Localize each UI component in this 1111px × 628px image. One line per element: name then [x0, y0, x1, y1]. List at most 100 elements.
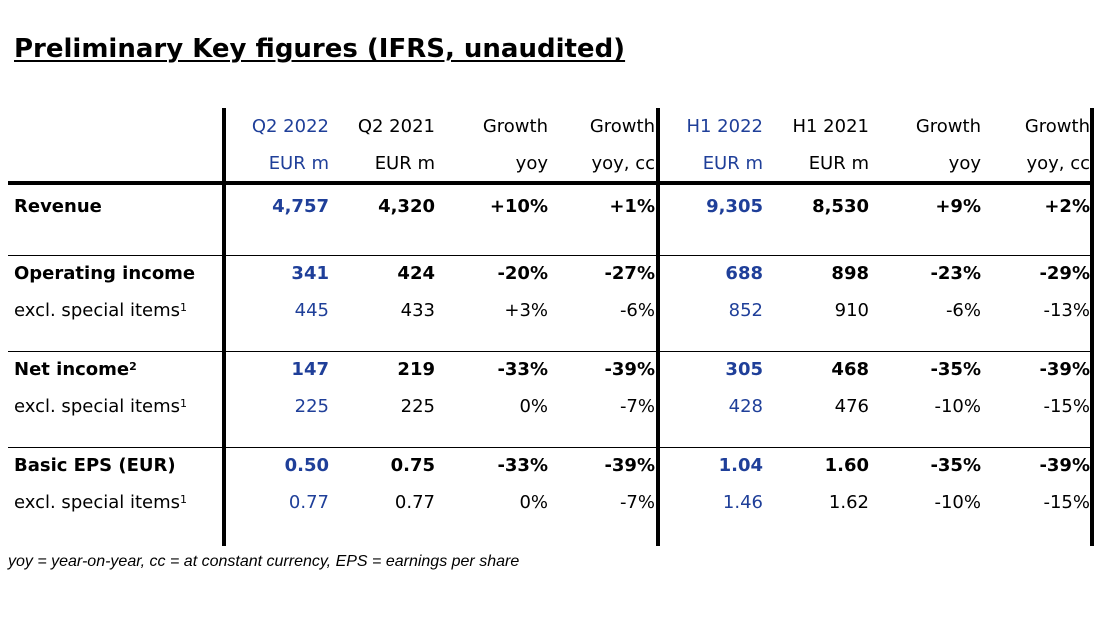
page-title: Preliminary Key figures (IFRS, unaudited…: [14, 34, 626, 64]
table-cell: -33%: [497, 455, 548, 476]
row-label-text: Basic EPS (EUR): [14, 455, 176, 476]
table-cell: 147: [291, 359, 329, 380]
row-label-text: excl. special items: [14, 396, 181, 417]
table-cell: 0.77: [288, 492, 329, 513]
row-label: excl. special items1: [14, 492, 187, 514]
row-divider-1: [8, 255, 1094, 256]
table-cell: -20%: [497, 263, 548, 284]
table-cell: 428: [728, 396, 763, 417]
table-cell: 0.77: [394, 492, 435, 513]
key-figures-table: Q2 2022 EUR m Q2 2021 EUR m Growth yoy Growth y…: [8, 108, 1094, 546]
table-cell: -6%: [945, 300, 981, 321]
footnote-marker: 1: [180, 493, 188, 506]
table-cell: 225: [294, 396, 329, 417]
table-cell: 1.62: [828, 492, 869, 513]
table-cell: 1.60: [824, 455, 869, 476]
table-cell: 219: [397, 359, 435, 380]
table-cell: -39%: [1039, 455, 1090, 476]
table-cell: 4,320: [378, 196, 435, 217]
table-cell: 0%: [519, 492, 548, 513]
column-header-2-line2: EUR m: [374, 153, 435, 174]
column-header-7-line2: yoy: [948, 153, 981, 174]
table-cell: 433: [400, 300, 435, 321]
row-label: excl. special items1: [14, 396, 187, 418]
table-cell: -13%: [1043, 300, 1090, 321]
column-divider-label: [222, 108, 226, 546]
table-cell: 8,530: [812, 196, 869, 217]
column-header-3-line2: yoy: [515, 153, 548, 174]
column-header-4-line1: Growth: [589, 116, 655, 137]
column-header-8-line2: yoy, cc: [1026, 153, 1090, 174]
row-label-text: excl. special items: [14, 492, 181, 513]
table-cell: 476: [834, 396, 869, 417]
table-cell: +9%: [935, 196, 981, 217]
column-divider-q2-h1: [656, 108, 660, 546]
table-cell: -23%: [930, 263, 981, 284]
table-cell: +1%: [609, 196, 655, 217]
table-cell: -15%: [1043, 396, 1090, 417]
table-cell: -7%: [619, 492, 655, 513]
footnote-marker: 1: [180, 301, 188, 314]
row-label: Revenue: [14, 196, 102, 218]
column-header-4-line2: yoy, cc: [591, 153, 655, 174]
table-cell: 1.04: [718, 455, 763, 476]
table-cell: 0%: [519, 396, 548, 417]
column-header-5-line1: H1 2022: [686, 116, 763, 137]
table-cell: -7%: [619, 396, 655, 417]
table-cell: 225: [400, 396, 435, 417]
column-header-1-line2: EUR m: [268, 153, 329, 174]
table-cell: 468: [831, 359, 869, 380]
table-cell: 445: [294, 300, 329, 321]
row-label-text: Net income: [14, 359, 130, 380]
table-cell: -6%: [619, 300, 655, 321]
row-label-text: Operating income: [14, 263, 196, 284]
column-header-1-line1: Q2 2022: [251, 116, 329, 137]
table-cell: 910: [834, 300, 869, 321]
row-label: Net income2: [14, 359, 137, 381]
table-cell: +10%: [489, 196, 548, 217]
row-divider-3: [8, 447, 1094, 448]
table-cell: -35%: [930, 359, 981, 380]
column-header-3-line1: Growth: [482, 116, 548, 137]
row-divider-2: [8, 351, 1094, 352]
table-cell: 4,757: [272, 196, 329, 217]
table-cell: 1.46: [722, 492, 763, 513]
table-cell: -27%: [604, 263, 655, 284]
footnote-marker: 1: [180, 397, 188, 410]
table-cell: -33%: [497, 359, 548, 380]
column-header-5-line2: EUR m: [702, 153, 763, 174]
footnote-marker: 2: [129, 360, 137, 373]
table-cell: -29%: [1039, 263, 1090, 284]
table-cell: -10%: [934, 396, 981, 417]
table-cell: -15%: [1043, 492, 1090, 513]
table-cell: -39%: [604, 359, 655, 380]
footnote: yoy = year-on-year, cc = at constant cur…: [8, 553, 520, 570]
table-cell: -10%: [934, 492, 981, 513]
table-cell: 898: [831, 263, 869, 284]
table-cell: +3%: [504, 300, 548, 321]
table-cell: 852: [728, 300, 763, 321]
table-cell: 0.50: [284, 455, 329, 476]
column-divider-right: [1090, 108, 1094, 546]
table-cell: 9,305: [706, 196, 763, 217]
column-header-6-line1: H1 2021: [792, 116, 869, 137]
table-cell: -39%: [1039, 359, 1090, 380]
table-cell: -35%: [930, 455, 981, 476]
row-label-text: Revenue: [14, 196, 102, 217]
row-label: Operating income: [14, 263, 195, 285]
column-header-7-line1: Growth: [915, 116, 981, 137]
header-divider: [8, 181, 1094, 185]
column-header-6-line2: EUR m: [808, 153, 869, 174]
table-cell: 0.75: [390, 455, 435, 476]
table-cell: 305: [725, 359, 763, 380]
row-label: excl. special items1: [14, 300, 187, 322]
column-header-8-line1: Growth: [1024, 116, 1090, 137]
table-cell: +2%: [1044, 196, 1090, 217]
column-header-2-line1: Q2 2021: [357, 116, 435, 137]
table-cell: 341: [291, 263, 329, 284]
row-label-text: excl. special items: [14, 300, 181, 321]
table-cell: -39%: [604, 455, 655, 476]
table-cell: 688: [725, 263, 763, 284]
table-cell: 424: [397, 263, 435, 284]
row-label: Basic EPS (EUR): [14, 455, 176, 477]
